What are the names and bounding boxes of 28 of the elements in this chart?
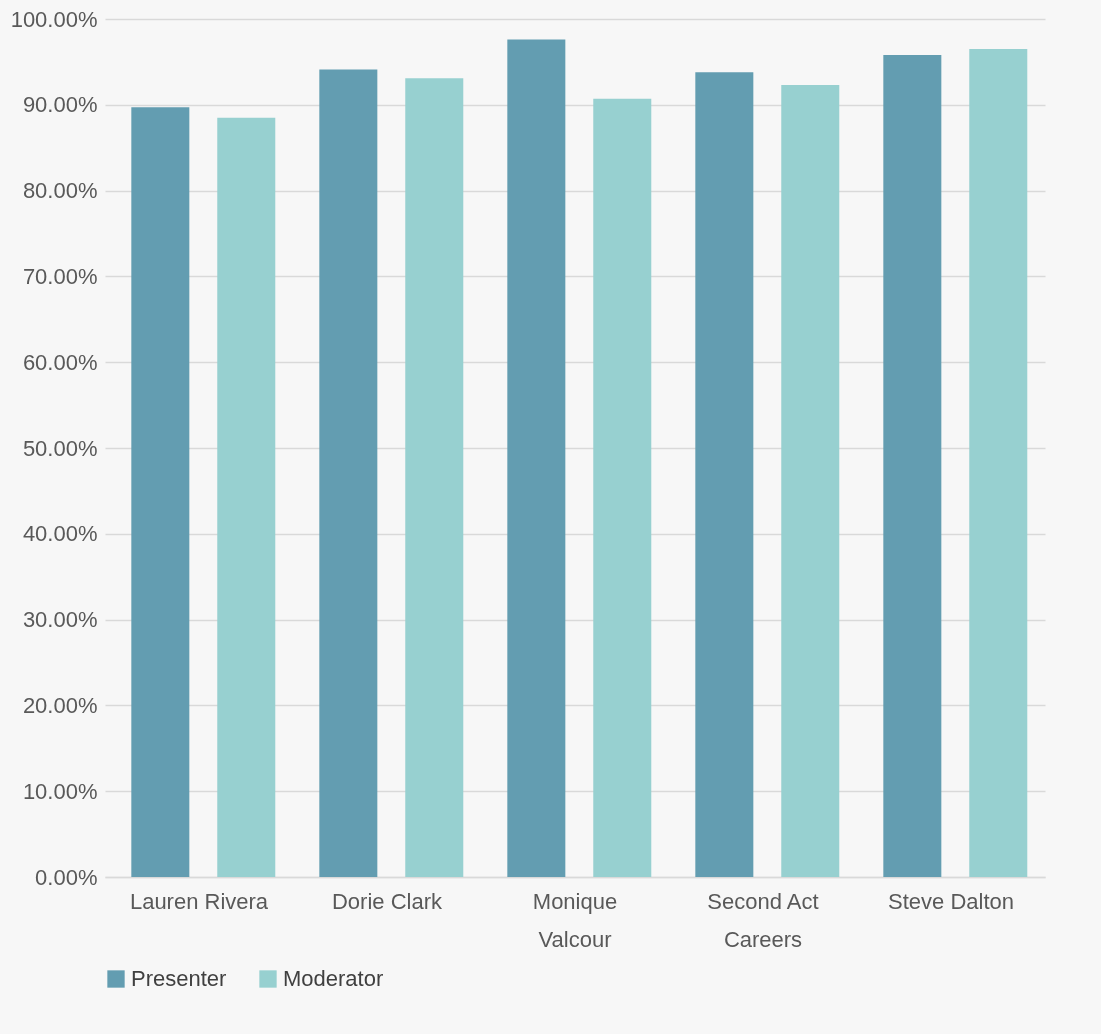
bar xyxy=(695,72,754,877)
bar xyxy=(319,69,378,877)
y-tick-label: 20.00% xyxy=(22,692,98,718)
x-tick-label: Steve Dalton xyxy=(888,888,1014,914)
y-tick-label: 0.00% xyxy=(35,864,98,890)
y-tick-label: 80.00% xyxy=(22,178,98,204)
bar xyxy=(131,107,190,877)
y-tick-label: 50.00% xyxy=(22,435,98,461)
y-tick-label: 40.00% xyxy=(22,521,98,547)
x-tick-label: Dorie Clark xyxy=(331,888,444,914)
y-tick-label: 70.00% xyxy=(22,263,98,289)
legend-label: Moderator xyxy=(283,966,384,991)
x-tick-label: Lauren Rivera xyxy=(129,888,269,914)
bar xyxy=(593,98,652,877)
bar xyxy=(969,49,1028,877)
bar xyxy=(217,117,276,877)
y-tick-label: 30.00% xyxy=(22,607,98,633)
bar xyxy=(883,55,942,877)
bar xyxy=(781,85,840,877)
bar xyxy=(405,78,464,877)
legend-label: Presenter xyxy=(131,966,227,991)
x-tick-label: Monique Valcour xyxy=(532,888,618,952)
bar xyxy=(507,39,566,877)
y-tick-label: 10.00% xyxy=(22,778,98,804)
y-tick-label: 100.00% xyxy=(10,6,98,32)
y-tick-label: 90.00% xyxy=(22,92,98,118)
y-tick-label: 60.00% xyxy=(22,349,98,375)
x-tick-label: Second Act Careers xyxy=(707,888,819,952)
